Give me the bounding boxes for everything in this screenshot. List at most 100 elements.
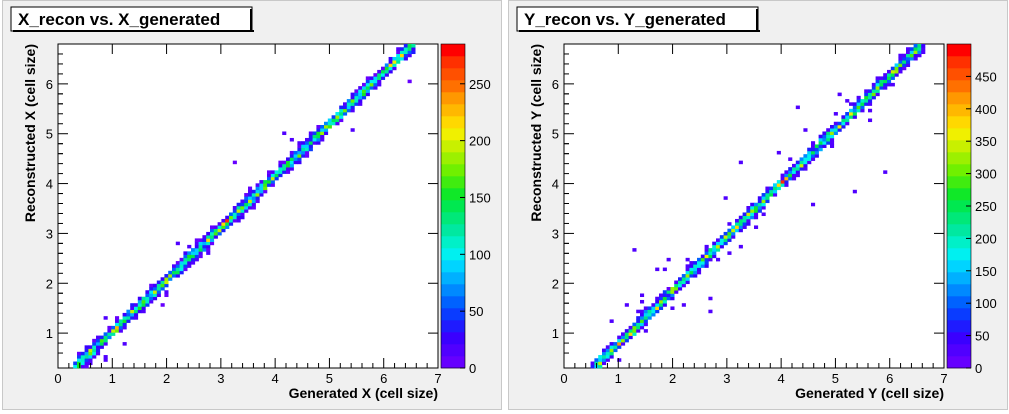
heatmap-cell	[194, 241, 199, 246]
heatmap-cell	[731, 228, 736, 233]
heatmap-cell	[647, 316, 652, 320]
heatmap-cell	[689, 261, 694, 265]
heatmap-cell	[282, 170, 287, 174]
heatmap-cell	[149, 296, 154, 301]
color-scale-segment	[441, 296, 465, 309]
heatmap-cell	[198, 254, 203, 259]
heatmap-cell	[602, 355, 607, 359]
heatmap-cell	[168, 274, 173, 278]
heatmap-cell	[267, 176, 272, 181]
heatmap-cell	[875, 76, 880, 80]
heatmap-cell	[92, 345, 97, 349]
heatmap-cell	[388, 66, 393, 71]
heatmap-cell	[354, 102, 359, 106]
heatmap-cell	[297, 147, 302, 152]
heatmap-cell	[278, 167, 283, 171]
heatmap-cell	[689, 264, 694, 268]
heatmap-cell	[875, 82, 880, 87]
heatmap-cell	[324, 121, 329, 126]
heatmap-cell	[236, 215, 241, 220]
heatmap-cell	[388, 60, 393, 64]
heatmap-cell	[792, 163, 797, 168]
heatmap-cell	[902, 63, 907, 67]
heatmap-cell	[331, 121, 336, 126]
heatmap-cell	[191, 261, 196, 265]
heatmap-cell	[833, 131, 838, 136]
heatmap-cell	[206, 231, 211, 236]
heatmap-cell	[792, 167, 797, 171]
heatmap-cell	[137, 299, 142, 304]
heatmap-cell	[263, 180, 268, 184]
heatmap-cell	[697, 270, 702, 275]
color-scale-segment	[947, 80, 971, 93]
x-histogram-panel: 0 50 100 150 200 250 0 1 2 3 4 5 6 7 1 2 3 4 5 6 X_recon v…	[2, 0, 502, 410]
heatmap-cell	[339, 115, 344, 119]
heatmap-cell	[814, 147, 819, 152]
heatmap-cell	[84, 348, 89, 353]
heatmap-cell	[617, 342, 622, 346]
heatmap-cell	[655, 296, 660, 301]
heatmap-cell	[822, 134, 827, 139]
heatmap-cell	[149, 299, 154, 304]
heatmap-cell	[259, 193, 264, 197]
heatmap-cell	[84, 345, 89, 349]
heatmap-cell	[80, 355, 85, 359]
heatmap-cell	[251, 196, 256, 200]
heatmap-cell	[837, 92, 842, 97]
color-scale-segment	[947, 140, 971, 153]
heatmap-cell	[693, 267, 698, 272]
heatmap-cell	[244, 202, 249, 207]
heatmap-cell	[765, 193, 770, 197]
heatmap-cell	[286, 170, 291, 174]
heatmap-cell	[111, 332, 116, 336]
heatmap-cell	[213, 225, 218, 229]
heatmap-cell	[727, 238, 732, 242]
heatmap-cell	[693, 270, 698, 275]
heatmap-cell	[852, 102, 857, 106]
heatmap-cell	[605, 351, 610, 356]
heatmap-cell	[636, 309, 641, 314]
heatmap-cell	[883, 82, 888, 87]
heatmap-cell	[240, 212, 245, 217]
heatmap-cell	[902, 56, 907, 61]
heatmap-cell	[80, 358, 85, 362]
heatmap-cell	[388, 56, 393, 61]
heatmap-cell	[411, 50, 416, 55]
heatmap-cell	[103, 358, 108, 362]
heatmap-cell	[868, 89, 873, 93]
heatmap-cell	[678, 277, 683, 281]
heatmap-cell	[906, 63, 911, 67]
heatmap-cell	[320, 137, 325, 142]
heatmap-cell	[244, 196, 249, 200]
heatmap-cell	[624, 338, 629, 343]
heatmap-cell	[381, 66, 386, 71]
x-tick-label: 4	[272, 371, 279, 386]
color-scale: 0 50 100 150 200 250	[440, 43, 491, 376]
heatmap-cell	[761, 202, 766, 207]
heatmap-cell	[202, 238, 207, 242]
heatmap-cell	[187, 264, 192, 268]
heatmap-cell	[757, 196, 762, 200]
heatmap-cell	[305, 150, 310, 155]
heatmap-cell	[898, 56, 903, 61]
heatmap-cell	[773, 186, 778, 191]
heatmap-cell	[270, 180, 275, 184]
heatmap-cell	[160, 283, 165, 288]
heatmap-cell	[92, 348, 97, 353]
heatmap-cell	[77, 364, 82, 369]
heatmap-cell	[282, 167, 287, 171]
color-scale-segment	[947, 128, 971, 141]
heatmap-cell	[792, 173, 797, 178]
heatmap-cell	[232, 212, 237, 217]
heatmap-cell	[628, 332, 633, 336]
heatmap-cell	[251, 189, 256, 194]
heatmap-cell	[346, 99, 351, 103]
heatmap-cell	[636, 319, 641, 323]
heatmap-cell	[643, 312, 648, 317]
heatmap-cell	[141, 299, 146, 304]
heatmap-cell	[754, 225, 759, 229]
heatmap-cell	[666, 287, 671, 291]
heatmap-cell	[735, 222, 740, 226]
heatmap-cell	[811, 144, 816, 148]
heatmap-cell	[373, 76, 378, 80]
